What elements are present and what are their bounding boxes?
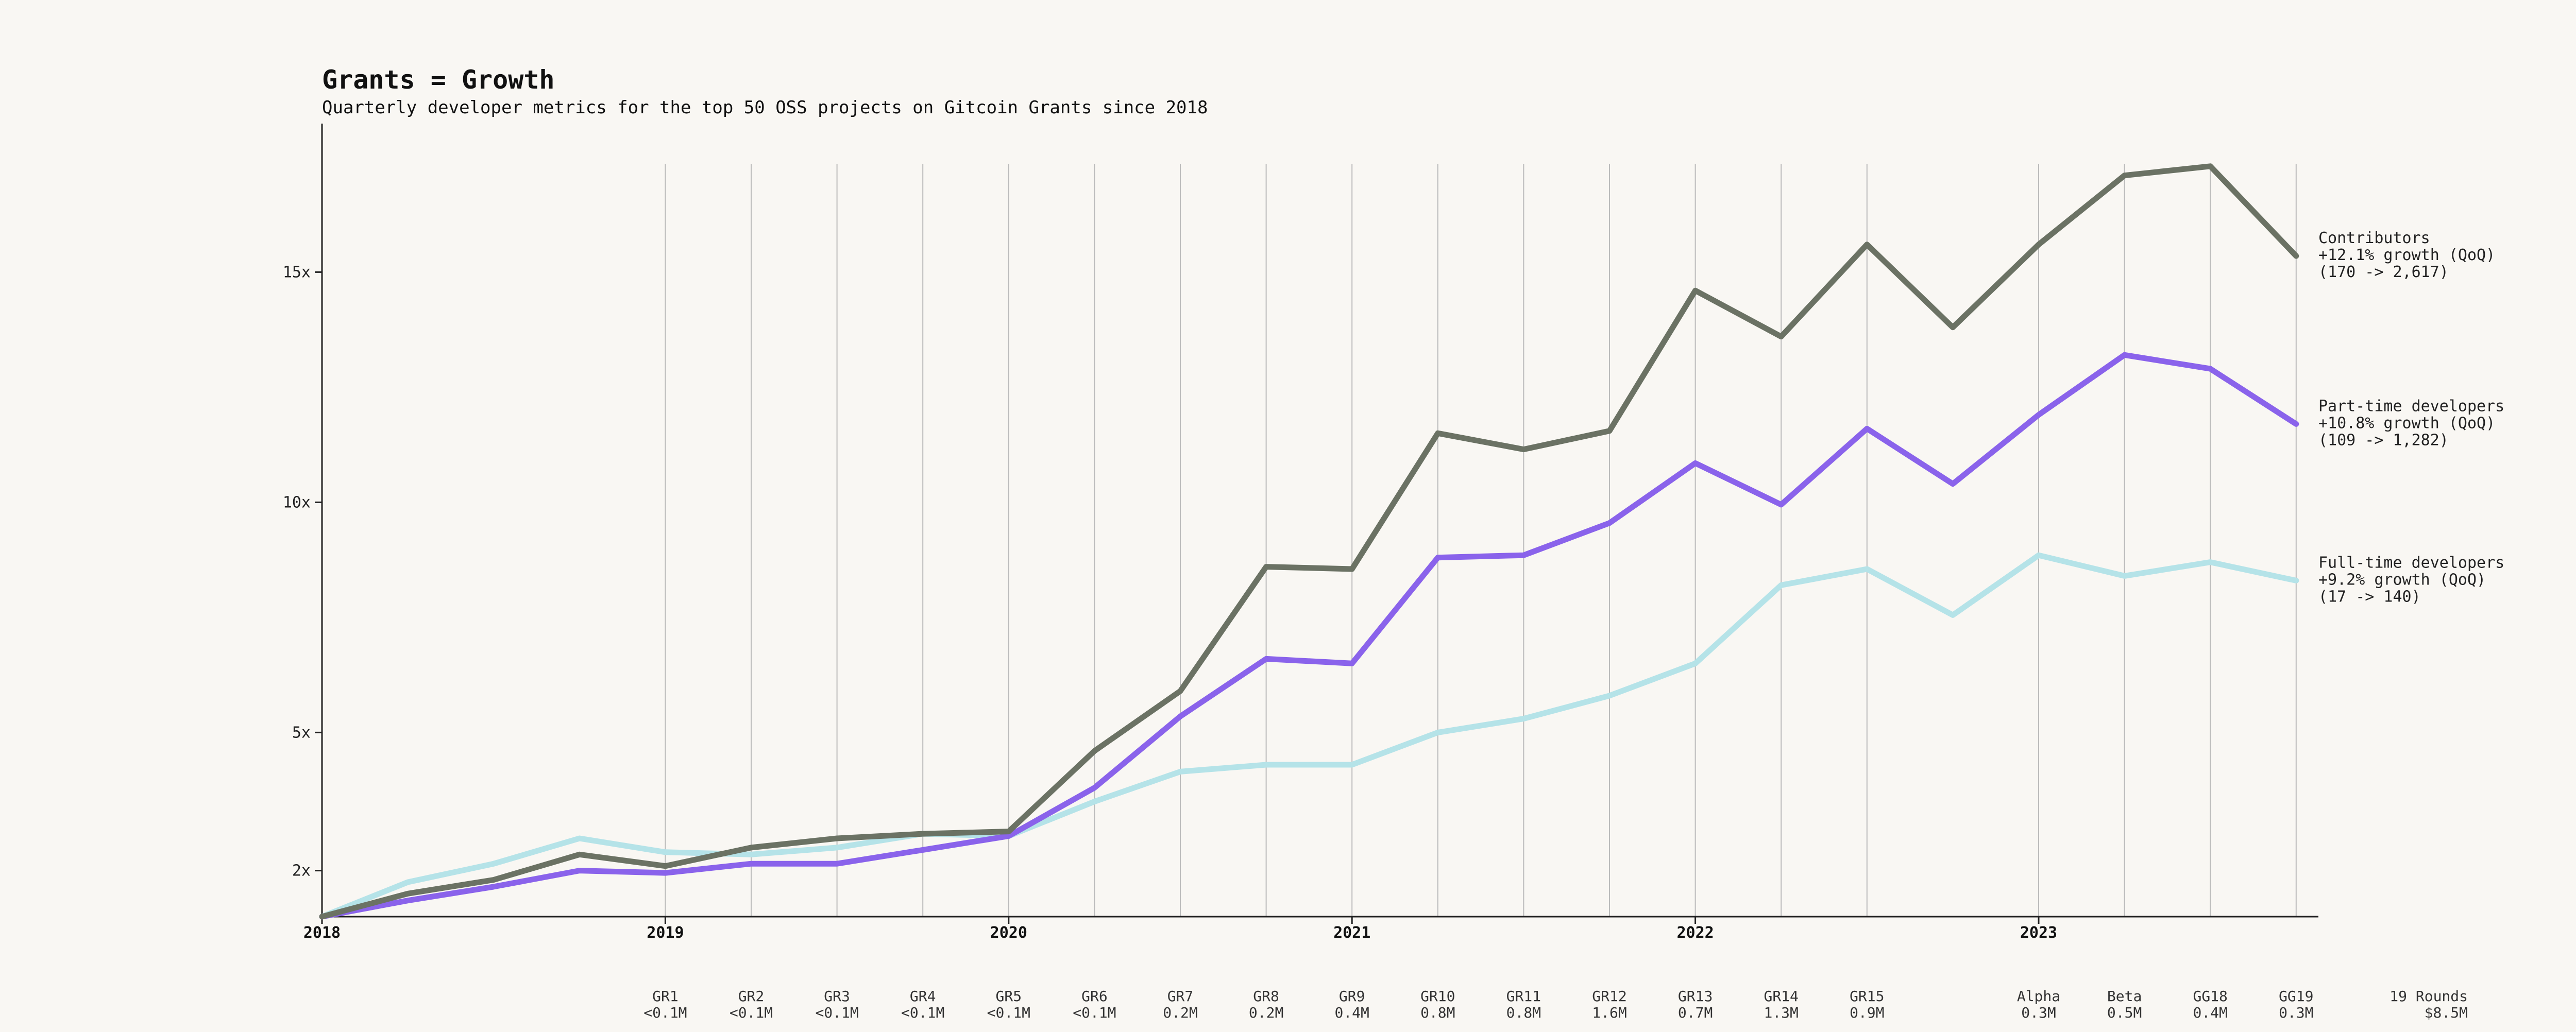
series-label-full-time-developers: Full-time developers+9.2% growth (QoQ)(1… <box>2318 554 2504 606</box>
round-name: GR11 <box>1506 988 1541 1005</box>
round-name: GR3 <box>824 988 850 1005</box>
rounds-total-count: 19 Rounds <box>2389 988 2468 1005</box>
series-line-full-time-developers <box>319 552 2299 920</box>
round-name: GR10 <box>1420 988 1455 1005</box>
round-label-gr5: GR5<0.1M <box>987 988 1030 1021</box>
round-amount: <0.1M <box>987 1004 1030 1021</box>
round-name: GR5 <box>996 988 1022 1005</box>
x-axis-year-labels: 2018 2019 2020 2021 2022 2023 <box>303 917 2057 942</box>
y-tick-label: 10x <box>283 493 311 511</box>
round-name: GR15 <box>1850 988 1884 1005</box>
round-amount: 0.5M <box>2107 1004 2142 1021</box>
series-growth: +10.8% growth (QoQ) <box>2318 414 2495 432</box>
round-labels: GR1<0.1MGR2<0.1MGR3<0.1MGR4<0.1MGR5<0.1M… <box>643 988 2468 1021</box>
round-name: GR4 <box>910 988 936 1005</box>
rounds-total: 19 Rounds$8.5M <box>2389 988 2468 1021</box>
round-amount: <0.1M <box>1073 1004 1116 1021</box>
series-range: (17 -> 140) <box>2318 588 2421 606</box>
round-label-gr6: GR6<0.1M <box>1073 988 1116 1021</box>
round-name: GG18 <box>2193 988 2227 1005</box>
round-amount: <0.1M <box>730 1004 773 1021</box>
round-name: GR7 <box>1167 988 1194 1005</box>
round-name: GR6 <box>1081 988 1108 1005</box>
series-line-part-time-developers <box>319 352 2299 920</box>
chart-title: Grants = Growth <box>322 65 555 95</box>
round-name: Beta <box>2107 988 2142 1005</box>
series-name: Part-time developers <box>2318 397 2504 415</box>
year-label: 2020 <box>990 924 1027 942</box>
round-name: GR1 <box>652 988 679 1005</box>
round-amount: 0.7M <box>1678 1004 1713 1021</box>
round-amount: <0.1M <box>815 1004 858 1021</box>
round-amount: 0.8M <box>1420 1004 1455 1021</box>
round-name: Alpha <box>2017 988 2060 1005</box>
round-label-gr1: GR1<0.1M <box>643 988 687 1021</box>
round-label-gr3: GR3<0.1M <box>815 988 858 1021</box>
year-label: 2019 <box>647 924 684 942</box>
series-range: (170 -> 2,617) <box>2318 263 2449 281</box>
chart-subtitle: Quarterly developer metrics for the top … <box>322 97 1208 118</box>
series-name: Contributors <box>2318 229 2430 247</box>
round-name: GR12 <box>1592 988 1626 1005</box>
y-tick-label: 5x <box>292 724 311 742</box>
rounds-total-amount: $8.5M <box>2425 1004 2468 1021</box>
round-amount: 0.4M <box>1334 1004 1369 1021</box>
round-amount: 0.4M <box>2193 1004 2227 1021</box>
round-label-gr2: GR2<0.1M <box>730 988 773 1021</box>
round-name: GR14 <box>1764 988 1798 1005</box>
round-amount: <0.1M <box>901 1004 944 1021</box>
series-growth: +9.2% growth (QoQ) <box>2318 571 2486 589</box>
series-lines <box>319 163 2299 920</box>
year-label: 2021 <box>1333 924 1370 942</box>
series-range: (109 -> 1,282) <box>2318 431 2449 449</box>
series-growth: +12.1% growth (QoQ) <box>2318 246 2495 264</box>
y-tick-label: 2x <box>292 862 311 880</box>
year-label: 2023 <box>2020 924 2057 942</box>
series-label-contributors: Contributors+12.1% growth (QoQ)(170 -> 2… <box>2318 229 2495 281</box>
round-amount: <0.1M <box>643 1004 687 1021</box>
round-amount: 0.2M <box>1163 1004 1197 1021</box>
y-axis-ticks: 2x 5x 10x 15x <box>283 263 322 880</box>
round-amount: 0.3M <box>2021 1004 2056 1021</box>
round-amount: 1.3M <box>1764 1004 1798 1021</box>
year-label: 2018 <box>303 924 341 942</box>
series-label-part-time-developers: Part-time developers+10.8% growth (QoQ)(… <box>2318 397 2504 449</box>
y-tick-label: 15x <box>283 263 311 281</box>
series-line-contributors <box>319 163 2299 920</box>
round-amount: 0.9M <box>1850 1004 1884 1021</box>
round-amount: 0.2M <box>1249 1004 1283 1021</box>
round-name: GR13 <box>1678 988 1713 1005</box>
round-name: GR2 <box>738 988 765 1005</box>
year-label: 2022 <box>1676 924 1714 942</box>
round-label-gr4: GR4<0.1M <box>901 988 944 1021</box>
round-name: GR9 <box>1339 988 1365 1005</box>
series-name: Full-time developers <box>2318 554 2504 572</box>
round-name: GG19 <box>2279 988 2313 1005</box>
round-name: GR8 <box>1253 988 1279 1005</box>
series-labels: Contributors+12.1% growth (QoQ)(170 -> 2… <box>2318 229 2504 606</box>
round-amount: 0.3M <box>2279 1004 2313 1021</box>
round-amount: 1.6M <box>1592 1004 1626 1021</box>
round-amount: 0.8M <box>1506 1004 1541 1021</box>
vertical-gridlines <box>665 164 2297 917</box>
